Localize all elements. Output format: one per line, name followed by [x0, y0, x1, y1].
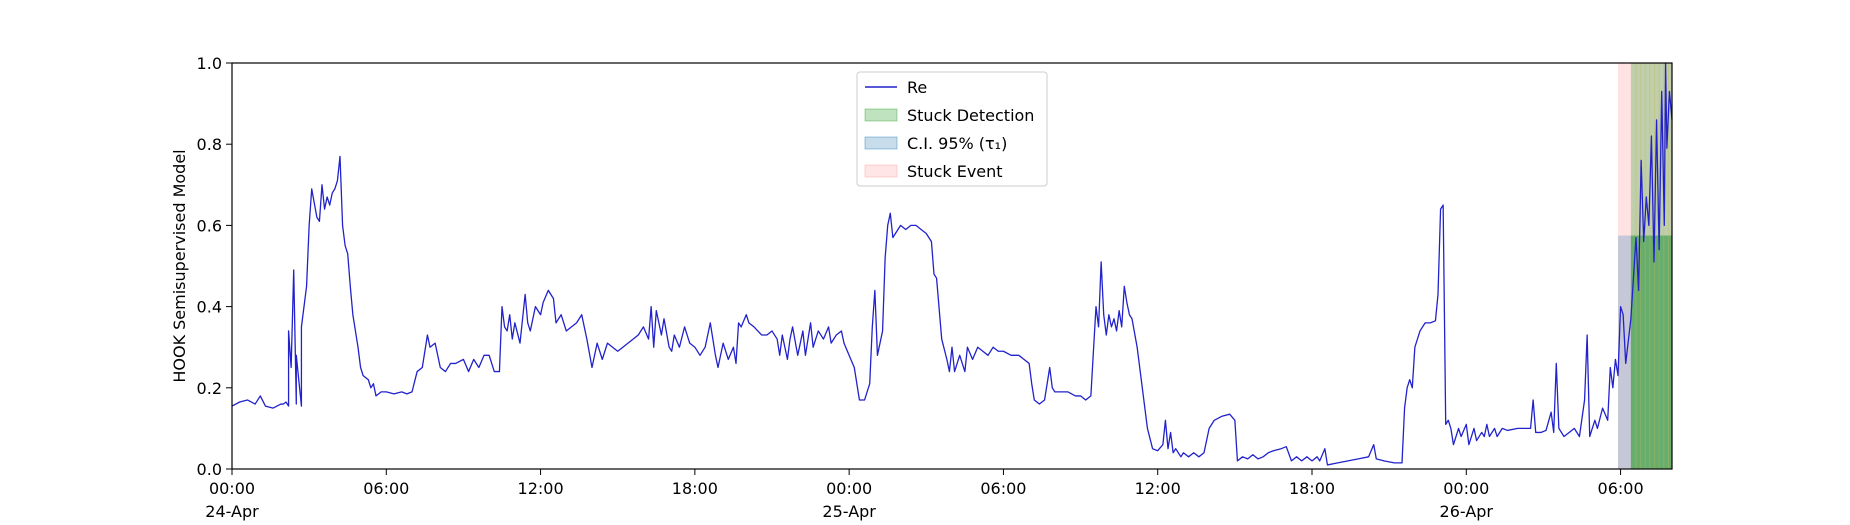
x-tick-date-label: 25-Apr — [822, 502, 876, 521]
legend-box — [856, 71, 1048, 187]
legend-label: C.I. 95% (τ₁) — [907, 134, 1007, 153]
x-tick-label: 06:00 — [980, 479, 1026, 498]
x-tick-date-label: 24-Apr — [205, 502, 259, 521]
legend-entry: Stuck Detection — [864, 106, 1034, 125]
x-tick-label: 06:00 — [1598, 479, 1644, 498]
legend-label: Re — [907, 78, 927, 97]
series-line-re — [231, 62, 1673, 466]
highlight-regions — [1618, 63, 1672, 469]
series-layer — [231, 62, 1673, 466]
x-tick-date-label: 26-Apr — [1440, 502, 1494, 521]
x-tick-label: 00:00 — [209, 479, 255, 498]
x-tick-label: 06:00 — [363, 479, 409, 498]
y-tick-label: 1.0 — [197, 54, 222, 73]
y-tick-label: 0.6 — [197, 216, 222, 235]
legend-swatch-patch — [864, 164, 898, 178]
x-tick-label: 18:00 — [1289, 479, 1335, 498]
legend: Re Stuck Detection C.I. 95% (τ₁) Stuck Even… — [856, 71, 1048, 187]
x-tick-label: 18:00 — [672, 479, 718, 498]
legend-entry: C.I. 95% (τ₁) — [864, 134, 1007, 153]
legend-label: Stuck Event — [907, 162, 1003, 181]
y-tick-label: 0.4 — [197, 298, 222, 317]
legend-entry: Stuck Event — [864, 162, 1003, 181]
legend-swatch-patch — [864, 108, 898, 122]
y-tick-label: 0.0 — [197, 460, 222, 479]
y-axis: 0.0 0.2 0.4 0.6 0.8 1.0 — [197, 54, 232, 479]
legend-label: Stuck Detection — [907, 106, 1034, 125]
legend-entry: Re — [865, 78, 927, 97]
plot-frame — [231, 62, 1673, 470]
x-tick-label: 12:00 — [1135, 479, 1181, 498]
y-axis-label: HOOK Semisupervised Model — [170, 149, 189, 382]
x-tick-label: 00:00 — [1443, 479, 1489, 498]
legend-swatch-patch — [864, 136, 898, 150]
x-axis: 00:0024-Apr190006:0012:0018:0000:0025-Ap… — [205, 469, 1644, 521]
x-tick-label: 00:00 — [826, 479, 872, 498]
x-tick-label: 12:00 — [518, 479, 564, 498]
y-tick-label: 0.8 — [197, 135, 222, 154]
y-tick-label: 0.2 — [197, 379, 222, 398]
